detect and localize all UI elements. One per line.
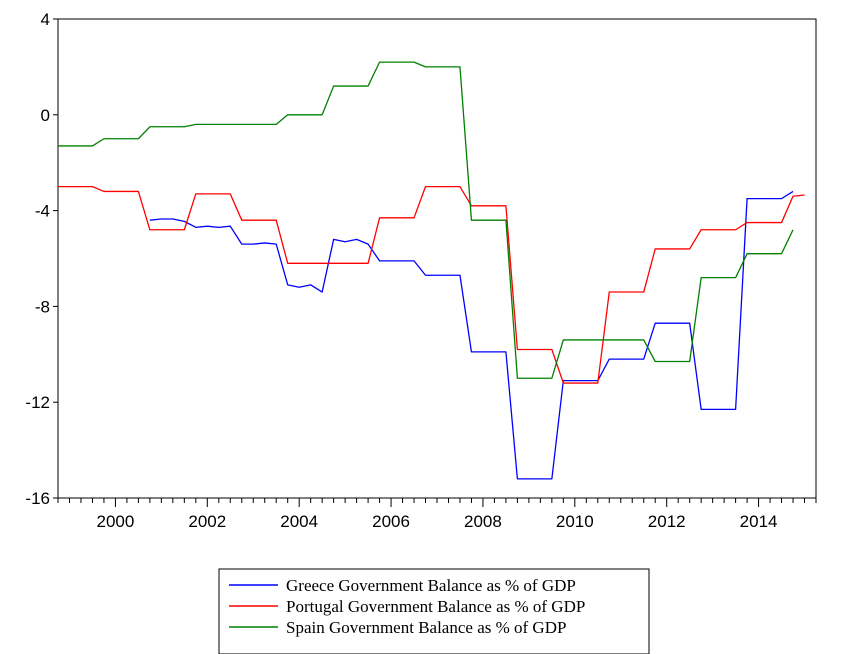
x-tick-label: 2006 bbox=[372, 512, 410, 531]
x-tick-label: 2000 bbox=[97, 512, 135, 531]
plot-frame bbox=[57, 18, 817, 499]
y-tick-label: -16 bbox=[25, 489, 50, 508]
x-tick-label: 2014 bbox=[740, 512, 778, 531]
legend-label-1: Greece Government Balance as % of GDP bbox=[286, 576, 576, 595]
legend-label-2: Portugal Government Balance as % of GDP bbox=[286, 597, 585, 616]
series-line-2 bbox=[58, 186, 805, 384]
series-lines bbox=[58, 61, 805, 480]
y-axis: 4 0 -4 -8 -12 -16 bbox=[25, 10, 58, 508]
x-axis: 2000 2002 2004 2006 2008 2010 2012 2014 bbox=[57, 498, 817, 531]
series-line-1 bbox=[149, 190, 794, 480]
series-line-3 bbox=[58, 61, 794, 379]
y-tick-label: -4 bbox=[35, 202, 50, 221]
x-tick-label: 2008 bbox=[464, 512, 502, 531]
y-tick-label: -8 bbox=[35, 297, 50, 316]
x-tick-label: 2012 bbox=[648, 512, 686, 531]
x-tick-label: 2002 bbox=[188, 512, 226, 531]
y-tick-label: 4 bbox=[41, 10, 50, 29]
legend: Greece Government Balance as % of GDP Por… bbox=[218, 568, 650, 654]
legend-label-3: Spain Government Balance as % of GDP bbox=[286, 618, 566, 637]
y-tick-label: -12 bbox=[25, 393, 50, 412]
x-tick-label: 2004 bbox=[280, 512, 318, 531]
legend-box bbox=[218, 568, 650, 654]
x-tick-label: 2010 bbox=[556, 512, 594, 531]
y-tick-label: 0 bbox=[41, 106, 50, 125]
